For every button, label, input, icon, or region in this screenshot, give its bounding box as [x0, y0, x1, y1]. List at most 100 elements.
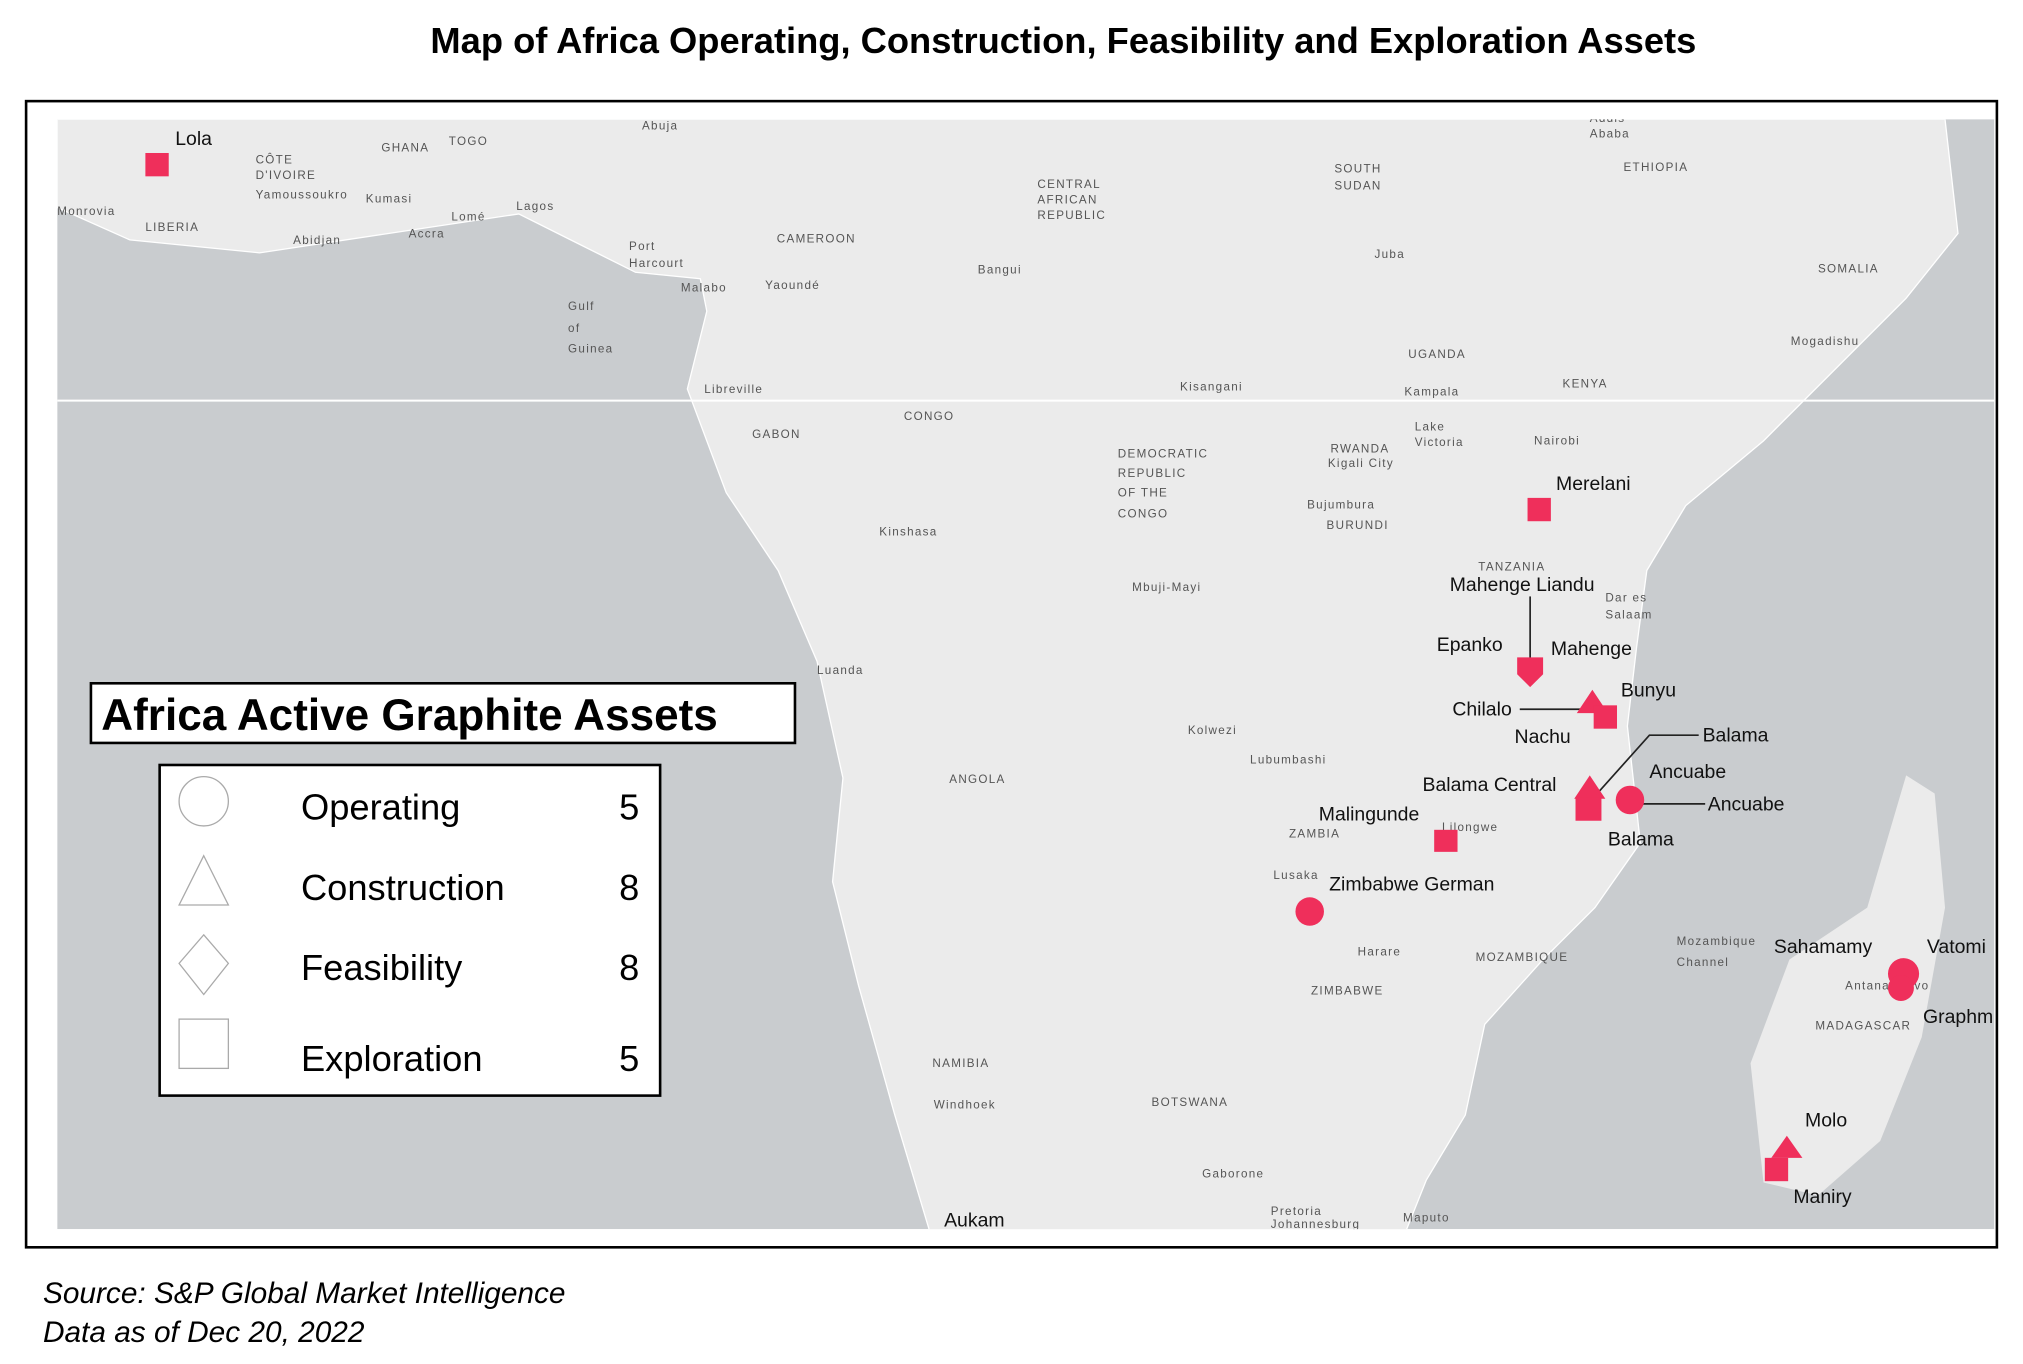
land — [57, 119, 1959, 1230]
place-label: Malabo — [681, 282, 727, 295]
place-label: ETHIOPIA — [1623, 161, 1688, 174]
place-label: CÔTE — [256, 153, 294, 166]
place-label: Victoria — [1415, 436, 1464, 449]
place-label: ZIMBABWE — [1311, 984, 1384, 997]
place-label: Luanda — [817, 664, 864, 677]
place-label: Juba — [1375, 248, 1405, 261]
place-label: Lubumbashi — [1250, 754, 1326, 767]
legend-label: Exploration — [301, 1038, 483, 1079]
place-label: NAMIBIA — [932, 1057, 989, 1070]
construction-marker — [1574, 775, 1606, 799]
construction-marker — [1771, 1135, 1803, 1158]
exploration-marker — [145, 152, 169, 177]
legend-symbol — [178, 1018, 230, 1070]
operating-marker — [1295, 897, 1324, 926]
exploration-marker — [1593, 705, 1618, 729]
legend-box — [158, 763, 662, 1097]
asset-label: Chilalo — [1452, 699, 1511, 721]
place-label: Guinea — [568, 343, 613, 356]
place-label: Lake — [1415, 420, 1445, 433]
place-label: Lusaka — [1273, 869, 1318, 882]
place-label: Yamoussoukro — [256, 188, 348, 201]
place-label: GHANA — [381, 142, 429, 155]
asset-label: Molo — [1805, 1110, 1847, 1132]
place-label: LIBERIA — [145, 221, 199, 234]
asset-label: Graphm — [1923, 1006, 1993, 1028]
place-label: REPUBLIC — [1037, 209, 1106, 222]
legend-label: Construction — [301, 867, 505, 908]
asset-label: Balama — [1608, 828, 1674, 850]
operating-marker — [1615, 785, 1645, 815]
place-label: BOTSWANA — [1152, 1096, 1229, 1109]
place-label: of — [568, 322, 580, 335]
legend-title: Africa Active Graphite Assets — [101, 691, 718, 740]
asset-labels: Lola Merelani Mahenge Liandu Epanko Mahenge B… — [175, 128, 1993, 1229]
asset-label: Mahenge Liandu — [1450, 574, 1595, 596]
place-label: Salaam — [1605, 608, 1652, 621]
feasibility-marker — [1517, 657, 1544, 688]
place-label: Kampala — [1404, 385, 1459, 398]
place-label: Bangui — [978, 264, 1022, 277]
place-label: GABON — [752, 428, 801, 441]
asset-label: Ancuabe — [1708, 793, 1785, 815]
asset-label: Zimbabwe German — [1329, 874, 1494, 896]
asset-label: Sahamamy — [1774, 936, 1873, 958]
place-label: Lagos — [516, 200, 554, 213]
asset-label: Bunyu — [1621, 679, 1676, 701]
place-label: SOMALIA — [1818, 262, 1879, 275]
asset-label: Lola — [175, 128, 212, 150]
place-label: Kolwezi — [1188, 724, 1237, 737]
legend-label: Feasibility — [301, 947, 463, 988]
place-label: D'IVOIRE — [256, 169, 317, 182]
legend-symbol — [178, 854, 230, 906]
source: Data as of Dec 20, 2022 — [43, 1316, 365, 1349]
place-label: Gulf — [568, 300, 595, 313]
place-label: CONGO — [1118, 507, 1169, 520]
legend-label: Operating — [301, 786, 460, 827]
asset-label: Maniry — [1793, 1186, 1852, 1208]
asset-label: Balama — [1703, 725, 1769, 747]
place-label: Lomé — [451, 210, 485, 223]
place-label: Yaoundé — [765, 279, 820, 292]
place-label: MADAGASCAR — [1815, 1019, 1911, 1032]
place-label: CAMEROON — [777, 232, 856, 245]
exploration-marker — [1764, 1157, 1789, 1182]
legend-count: 5 — [619, 1038, 639, 1079]
place-label: Kisangani — [1180, 380, 1243, 393]
exploration-marker — [1575, 797, 1602, 821]
place-label: BURUNDI — [1327, 519, 1389, 532]
place-label: Monrovia — [57, 205, 115, 218]
place-label: Pretoria — [1271, 1205, 1322, 1218]
legend-count: 8 — [619, 947, 639, 988]
legend-symbol — [178, 933, 230, 996]
place-label: Mogadishu — [1791, 335, 1860, 348]
place-label: AFRICAN — [1037, 194, 1097, 207]
place-label: MOZAMBIQUE — [1476, 951, 1569, 964]
exploration-marker — [1527, 497, 1551, 522]
place-label: Abuja — [642, 120, 678, 133]
place-label: Harare — [1358, 946, 1401, 959]
place-label: Kumasi — [366, 192, 413, 205]
place-label: Johannesburg — [1271, 1218, 1360, 1231]
place-label: ZAMBIA — [1289, 828, 1340, 841]
asset-label: Merelani — [1556, 473, 1631, 495]
place-label: Kinshasa — [879, 525, 937, 538]
source: Source: S&P Global Market Intelligence — [43, 1277, 566, 1310]
place-label: TANZANIA — [1478, 560, 1545, 573]
place-label: Accra — [409, 227, 445, 240]
place-label: Mozambique — [1677, 935, 1757, 948]
place-label: Port — [629, 240, 656, 253]
place-label: SUDAN — [1334, 179, 1381, 192]
place-label: DEMOCRATIC — [1118, 448, 1208, 461]
asset-label: Vatomi — [1927, 936, 1986, 958]
place-label: KENYA — [1563, 378, 1608, 391]
legend-count: 8 — [619, 867, 639, 908]
asset-label: Epanko — [1437, 634, 1503, 656]
place-label: Bujumbura — [1307, 498, 1375, 511]
asset-label: Nachu — [1515, 726, 1571, 748]
place-label: SOUTH — [1334, 162, 1381, 175]
place-label: CENTRAL — [1037, 178, 1100, 191]
place-label: Dar es — [1605, 592, 1647, 605]
place-label: Mbuji-Mayi — [1132, 581, 1201, 594]
